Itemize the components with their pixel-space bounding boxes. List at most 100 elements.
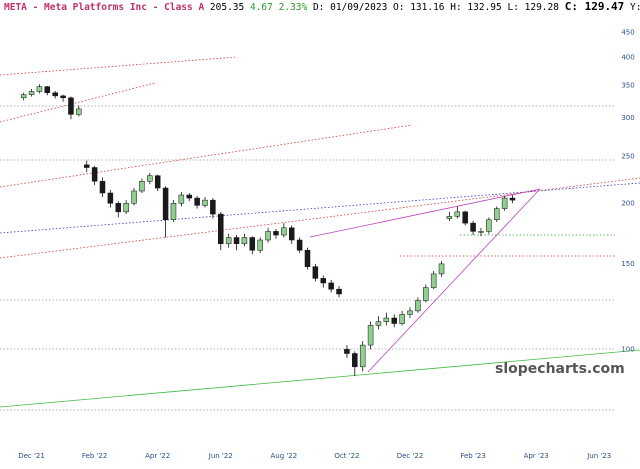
candle-body: [375, 321, 382, 326]
candle-body: [509, 197, 516, 201]
candle-body: [501, 197, 508, 209]
candle-body: [28, 91, 35, 95]
candle-body: [131, 190, 137, 204]
candle-body: [202, 199, 208, 206]
candle-body: [312, 266, 319, 279]
candle-body: [296, 239, 303, 251]
candle-body: [367, 325, 374, 346]
candle-body: [470, 222, 476, 232]
header-last: 205.35: [210, 2, 244, 13]
y-tick-label: 100: [621, 345, 634, 353]
x-tick-label: Apr '23: [524, 452, 549, 460]
y-tick-label: 250: [621, 152, 634, 160]
trend-line: [0, 56, 238, 76]
candle-body: [281, 227, 287, 236]
candle-body: [36, 86, 43, 92]
trend-line: [309, 188, 541, 238]
x-tick-label: Feb '23: [460, 452, 485, 460]
x-tick-label: Dec '22: [397, 452, 424, 460]
candle-body: [83, 164, 90, 168]
candle-body: [225, 237, 232, 245]
header-change-pct: 2.33%: [279, 2, 308, 13]
candle-body: [304, 250, 311, 267]
header-open: O: 131.16: [393, 2, 445, 13]
candle-body: [493, 208, 500, 220]
candle-body: [486, 219, 492, 232]
candle-body: [399, 314, 405, 324]
trend-line: [0, 349, 640, 408]
y-tick-label: 200: [621, 199, 634, 207]
watermark: slopecharts.com: [495, 361, 625, 377]
candle-body: [462, 211, 468, 224]
candle-body: [446, 216, 453, 219]
candle-body: [233, 237, 240, 245]
y-tick-label: 450: [621, 28, 634, 36]
candle-body: [162, 187, 169, 220]
header-high: H: 132.95: [450, 2, 501, 13]
candle-body: [336, 288, 342, 295]
candle-body: [107, 192, 114, 204]
candle-body: [478, 231, 484, 233]
candle-body: [430, 273, 437, 288]
candle-body: [415, 300, 421, 312]
candle-body: [265, 231, 271, 241]
candle-body: [352, 353, 358, 368]
candle-body: [328, 282, 334, 290]
x-tick-label: Feb '22: [82, 452, 107, 460]
candle-body: [194, 197, 200, 206]
candle-body: [186, 194, 192, 199]
candle-body: [241, 237, 248, 245]
header-change: 4.67: [250, 2, 273, 13]
trend-line: [0, 177, 640, 259]
candle-body: [218, 213, 224, 245]
candle-body: [178, 194, 185, 204]
candle-body: [68, 97, 74, 115]
trend-line: [367, 188, 541, 373]
x-tick-label: Aug '22: [270, 452, 297, 460]
candle-body: [154, 175, 161, 189]
candle-body: [407, 310, 413, 315]
candle-body: [423, 287, 429, 301]
candle-body: [359, 344, 366, 368]
candle-body: [438, 263, 445, 275]
y-tick-label: 300: [621, 114, 634, 122]
header-year: Y: 421.5: [630, 2, 640, 13]
drawings: [0, 56, 640, 411]
candle-body: [115, 203, 122, 213]
candle-body: [344, 349, 350, 354]
y-tick-label: 350: [621, 81, 634, 89]
candle-body: [288, 227, 295, 241]
candle-body: [99, 181, 106, 194]
candle-body: [76, 108, 82, 115]
candle-body: [257, 239, 263, 251]
trend-line: [0, 82, 156, 123]
header-date: D: 01/09/2023: [313, 2, 387, 13]
candle-body: [170, 203, 177, 220]
x-tick-label: Jun '23: [586, 452, 611, 460]
header-close: C: 129.47: [565, 0, 625, 13]
candle-body: [52, 92, 58, 97]
y-tick-label: 150: [621, 260, 634, 268]
trend-line: [0, 124, 413, 188]
candle-body: [249, 237, 256, 251]
candle-body: [60, 95, 66, 99]
header-symbol: META - Meta Platforms Inc - Class A: [4, 2, 204, 13]
candle-body: [44, 86, 51, 93]
candle-body: [91, 167, 98, 182]
candle-body: [391, 317, 397, 324]
candle-body: [383, 317, 390, 322]
x-tick-label: Jun '22: [208, 452, 233, 460]
x-tick-label: Apr '22: [145, 452, 170, 460]
candle-body: [210, 199, 216, 215]
candle-body: [139, 181, 145, 192]
candle-body: [273, 231, 279, 236]
x-tick-label: Dec '21: [18, 452, 45, 460]
candle-body: [20, 94, 27, 99]
candle-body: [123, 203, 129, 213]
candle-body: [454, 211, 461, 217]
x-tick-label: Oct '22: [334, 452, 359, 460]
candle-body: [320, 278, 327, 284]
header: META - Meta Platforms Inc - Class A 205.…: [4, 0, 640, 13]
